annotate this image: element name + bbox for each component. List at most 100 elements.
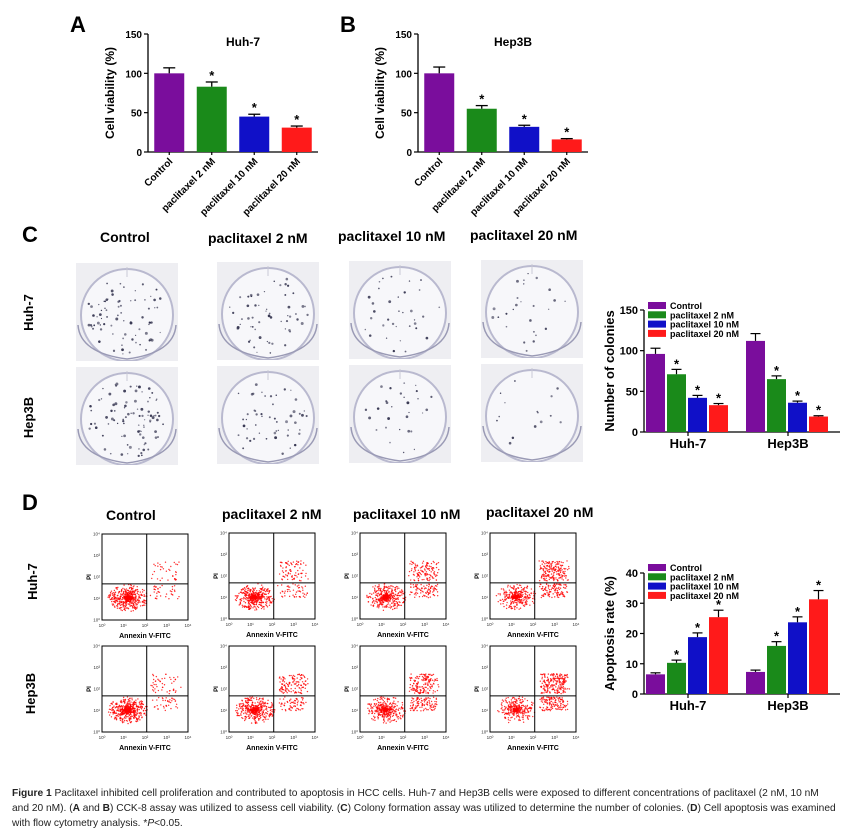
event-dot — [262, 718, 265, 721]
x-tick-label: 10³ — [551, 622, 558, 627]
event-dot — [383, 587, 386, 589]
event-dot — [245, 700, 247, 702]
event-dot — [252, 607, 254, 609]
event-dot — [377, 592, 380, 594]
colony-dot — [121, 435, 123, 437]
colony-dot — [289, 414, 293, 418]
event-dot — [248, 705, 251, 707]
event-dot — [550, 562, 552, 565]
event-dot — [111, 707, 113, 710]
event-dot — [175, 690, 177, 692]
plot-frame — [101, 645, 189, 733]
event-dot — [524, 595, 526, 598]
colony-dot — [236, 327, 240, 330]
event-dot — [240, 714, 242, 716]
colony-dot — [156, 306, 159, 309]
event-dot — [116, 599, 118, 602]
event-dot — [426, 590, 428, 593]
event-dot — [255, 714, 257, 716]
colony-dot — [415, 327, 418, 330]
colony-dot — [92, 327, 95, 330]
event-dot — [121, 720, 123, 723]
event-dot — [289, 590, 291, 592]
colony-dot — [143, 424, 145, 427]
event-dot — [378, 706, 380, 708]
event-dot — [264, 588, 266, 590]
event-dot — [301, 677, 303, 679]
event-dot — [544, 593, 547, 595]
event-dot — [544, 575, 547, 577]
event-dot — [303, 682, 305, 685]
colony-dot — [371, 302, 375, 305]
event-dot — [154, 588, 156, 591]
colony-dot — [87, 302, 90, 306]
event-dot — [373, 602, 376, 604]
colony-dot — [90, 409, 93, 412]
event-dot — [282, 567, 284, 569]
event-dot — [416, 709, 418, 712]
event-dot — [304, 684, 307, 687]
event-dot — [268, 598, 271, 601]
event-dot — [516, 583, 518, 586]
colony-dot — [269, 352, 272, 354]
colony-dot — [148, 339, 151, 342]
event-dot — [110, 716, 113, 718]
event-dot — [281, 687, 283, 689]
event-dot — [389, 717, 392, 719]
event-dot — [554, 589, 557, 591]
event-dot — [513, 588, 515, 590]
bar — [667, 374, 686, 432]
event-dot — [539, 565, 542, 567]
event-dot — [552, 566, 555, 569]
event-dot — [395, 585, 398, 588]
event-dot — [376, 604, 379, 606]
event-dot — [554, 578, 556, 580]
event-dot — [541, 588, 543, 590]
event-dot — [389, 587, 391, 589]
event-dot — [554, 561, 556, 564]
event-dot — [136, 708, 139, 710]
event-dot — [124, 716, 126, 718]
colony-dot — [246, 428, 248, 430]
event-dot — [371, 593, 373, 595]
event-dot — [136, 607, 138, 610]
event-dot — [507, 597, 510, 599]
event-dot — [416, 687, 419, 689]
event-dot — [176, 563, 179, 566]
event-dot — [286, 578, 289, 581]
event-dot — [178, 561, 180, 563]
event-dot — [123, 584, 125, 586]
event-dot — [113, 605, 116, 607]
event-dot — [246, 697, 248, 699]
event-dot — [396, 586, 399, 588]
event-dot — [152, 686, 155, 689]
event-dot — [554, 596, 556, 598]
event-dot — [132, 704, 135, 707]
event-dot — [555, 568, 557, 570]
event-dot — [551, 587, 553, 589]
event-dot — [244, 590, 247, 593]
colony-dot — [505, 312, 508, 315]
colony-dot — [133, 399, 137, 403]
colony-dot — [294, 421, 297, 424]
event-dot — [118, 607, 120, 609]
colony-dot — [115, 317, 119, 321]
event-dot — [546, 567, 548, 570]
event-dot — [517, 595, 519, 597]
event-dot — [380, 599, 383, 602]
y-tick-label: 10⁰ — [351, 617, 358, 622]
y-tick-label: 100 — [125, 69, 142, 80]
event-dot — [173, 585, 176, 587]
colony-dot — [523, 279, 525, 281]
event-dot — [559, 587, 562, 589]
event-dot — [156, 598, 158, 600]
event-dot — [384, 596, 387, 598]
colony-dot — [268, 341, 271, 344]
d-row-head-hep3b: Hep3B — [23, 672, 39, 715]
event-dot — [512, 595, 514, 597]
event-dot — [396, 605, 398, 607]
dish-rim — [221, 267, 315, 360]
event-dot — [544, 572, 547, 575]
x-tick-label: 10⁴ — [443, 622, 450, 627]
event-dot — [269, 596, 271, 598]
